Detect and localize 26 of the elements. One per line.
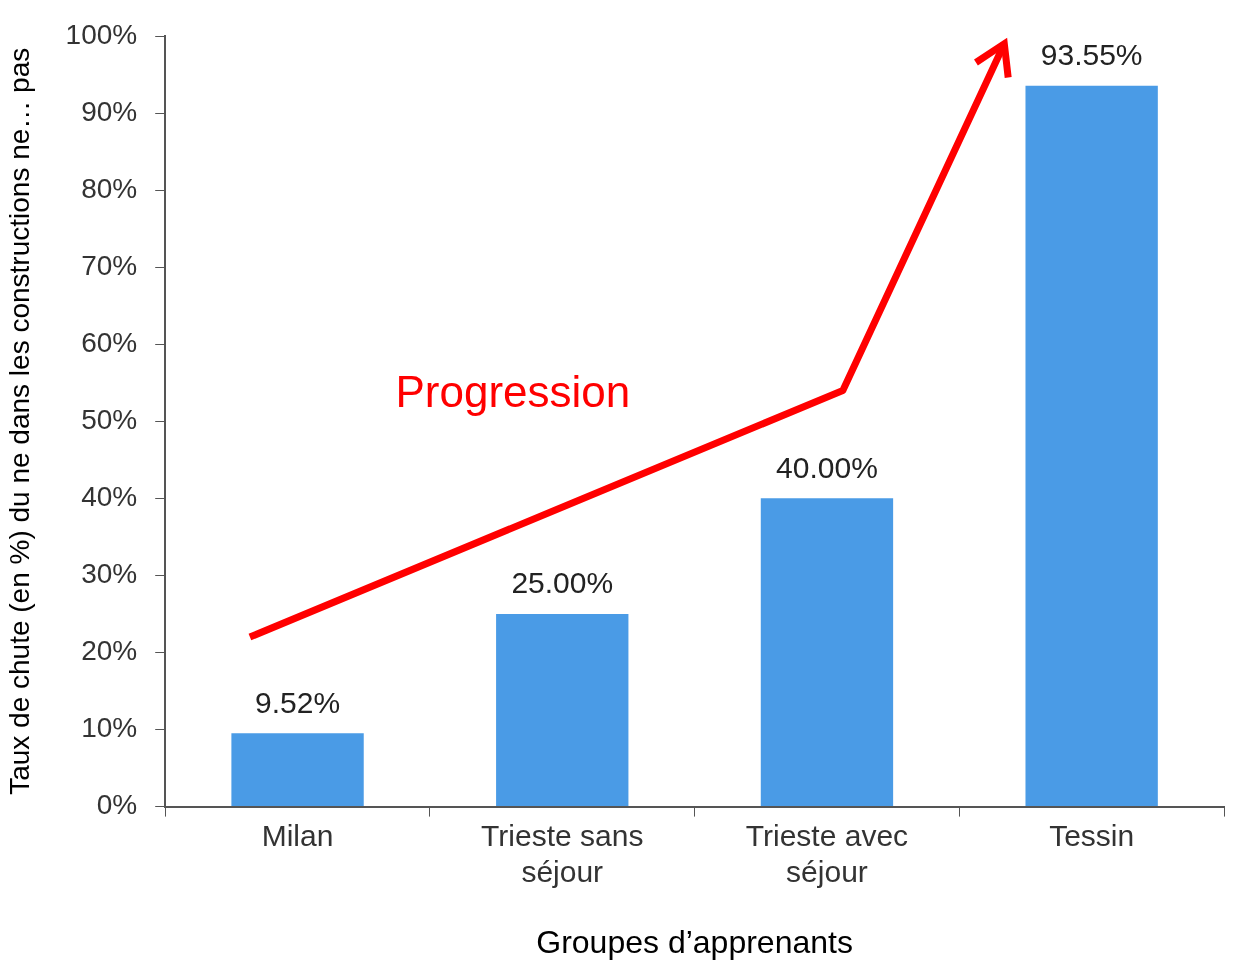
data-label: 25.00%: [511, 566, 614, 600]
y-tick-label: 70%: [81, 249, 138, 281]
annotation: Progression: [395, 367, 631, 418]
x-axis-title: Groupes d’apprenants: [536, 923, 853, 960]
y-tick-label: 0%: [96, 789, 138, 821]
y-axis-title: Taux de chute (en %) du ne dans les constructions ne… pas: [3, 47, 35, 795]
y-tick-label: 20%: [81, 635, 138, 667]
y-tick-label: 80%: [81, 172, 138, 204]
y-tick-label: 60%: [81, 326, 138, 358]
data-label: 40.00%: [776, 450, 878, 484]
y-tick-label: 10%: [81, 712, 138, 744]
bar: [1025, 85, 1158, 807]
x-tick-label: Trieste avec séjour: [745, 818, 909, 888]
bar: [496, 613, 629, 807]
x-tick-label: Milan: [261, 818, 334, 852]
x-tick-label: Trieste sans séjour: [481, 818, 644, 888]
y-tick-label: 90%: [81, 95, 138, 127]
y-tick-label: 30%: [81, 558, 138, 590]
data-label: 9.52%: [255, 685, 341, 719]
y-tick-label: 50%: [81, 404, 138, 436]
bar: [231, 733, 364, 807]
x-tick-label: Tessin: [1049, 818, 1135, 852]
y-tick-label: 40%: [81, 481, 138, 513]
bar: [760, 498, 894, 807]
data-label: 93.55%: [1040, 37, 1143, 71]
y-tick-label: 100%: [65, 18, 138, 50]
